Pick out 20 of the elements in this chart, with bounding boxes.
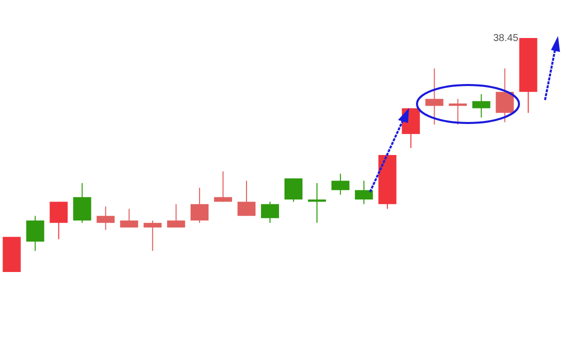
- candlestick: [331, 173, 350, 196]
- candlestick: [284, 178, 302, 202]
- candlestick: [120, 208, 138, 228]
- candlestick: [448, 98, 467, 126]
- candlestick: [73, 182, 92, 224]
- candlestick: [144, 220, 162, 252]
- candlestick: [96, 206, 115, 230]
- annotation: 38.45: [493, 33, 519, 44]
- candlestick: [308, 182, 326, 224]
- candlestick: [496, 68, 514, 123]
- candlestick: [50, 201, 68, 240]
- candlestick: [238, 180, 256, 216]
- candlestick: [425, 68, 444, 126]
- candlestick: [190, 187, 209, 224]
- candlestick: [26, 215, 44, 252]
- candlestick: [261, 201, 279, 224]
- candlestick: [167, 204, 186, 228]
- candlestick: [472, 94, 490, 118]
- candlestick: [354, 180, 373, 205]
- candlestick: [214, 170, 232, 202]
